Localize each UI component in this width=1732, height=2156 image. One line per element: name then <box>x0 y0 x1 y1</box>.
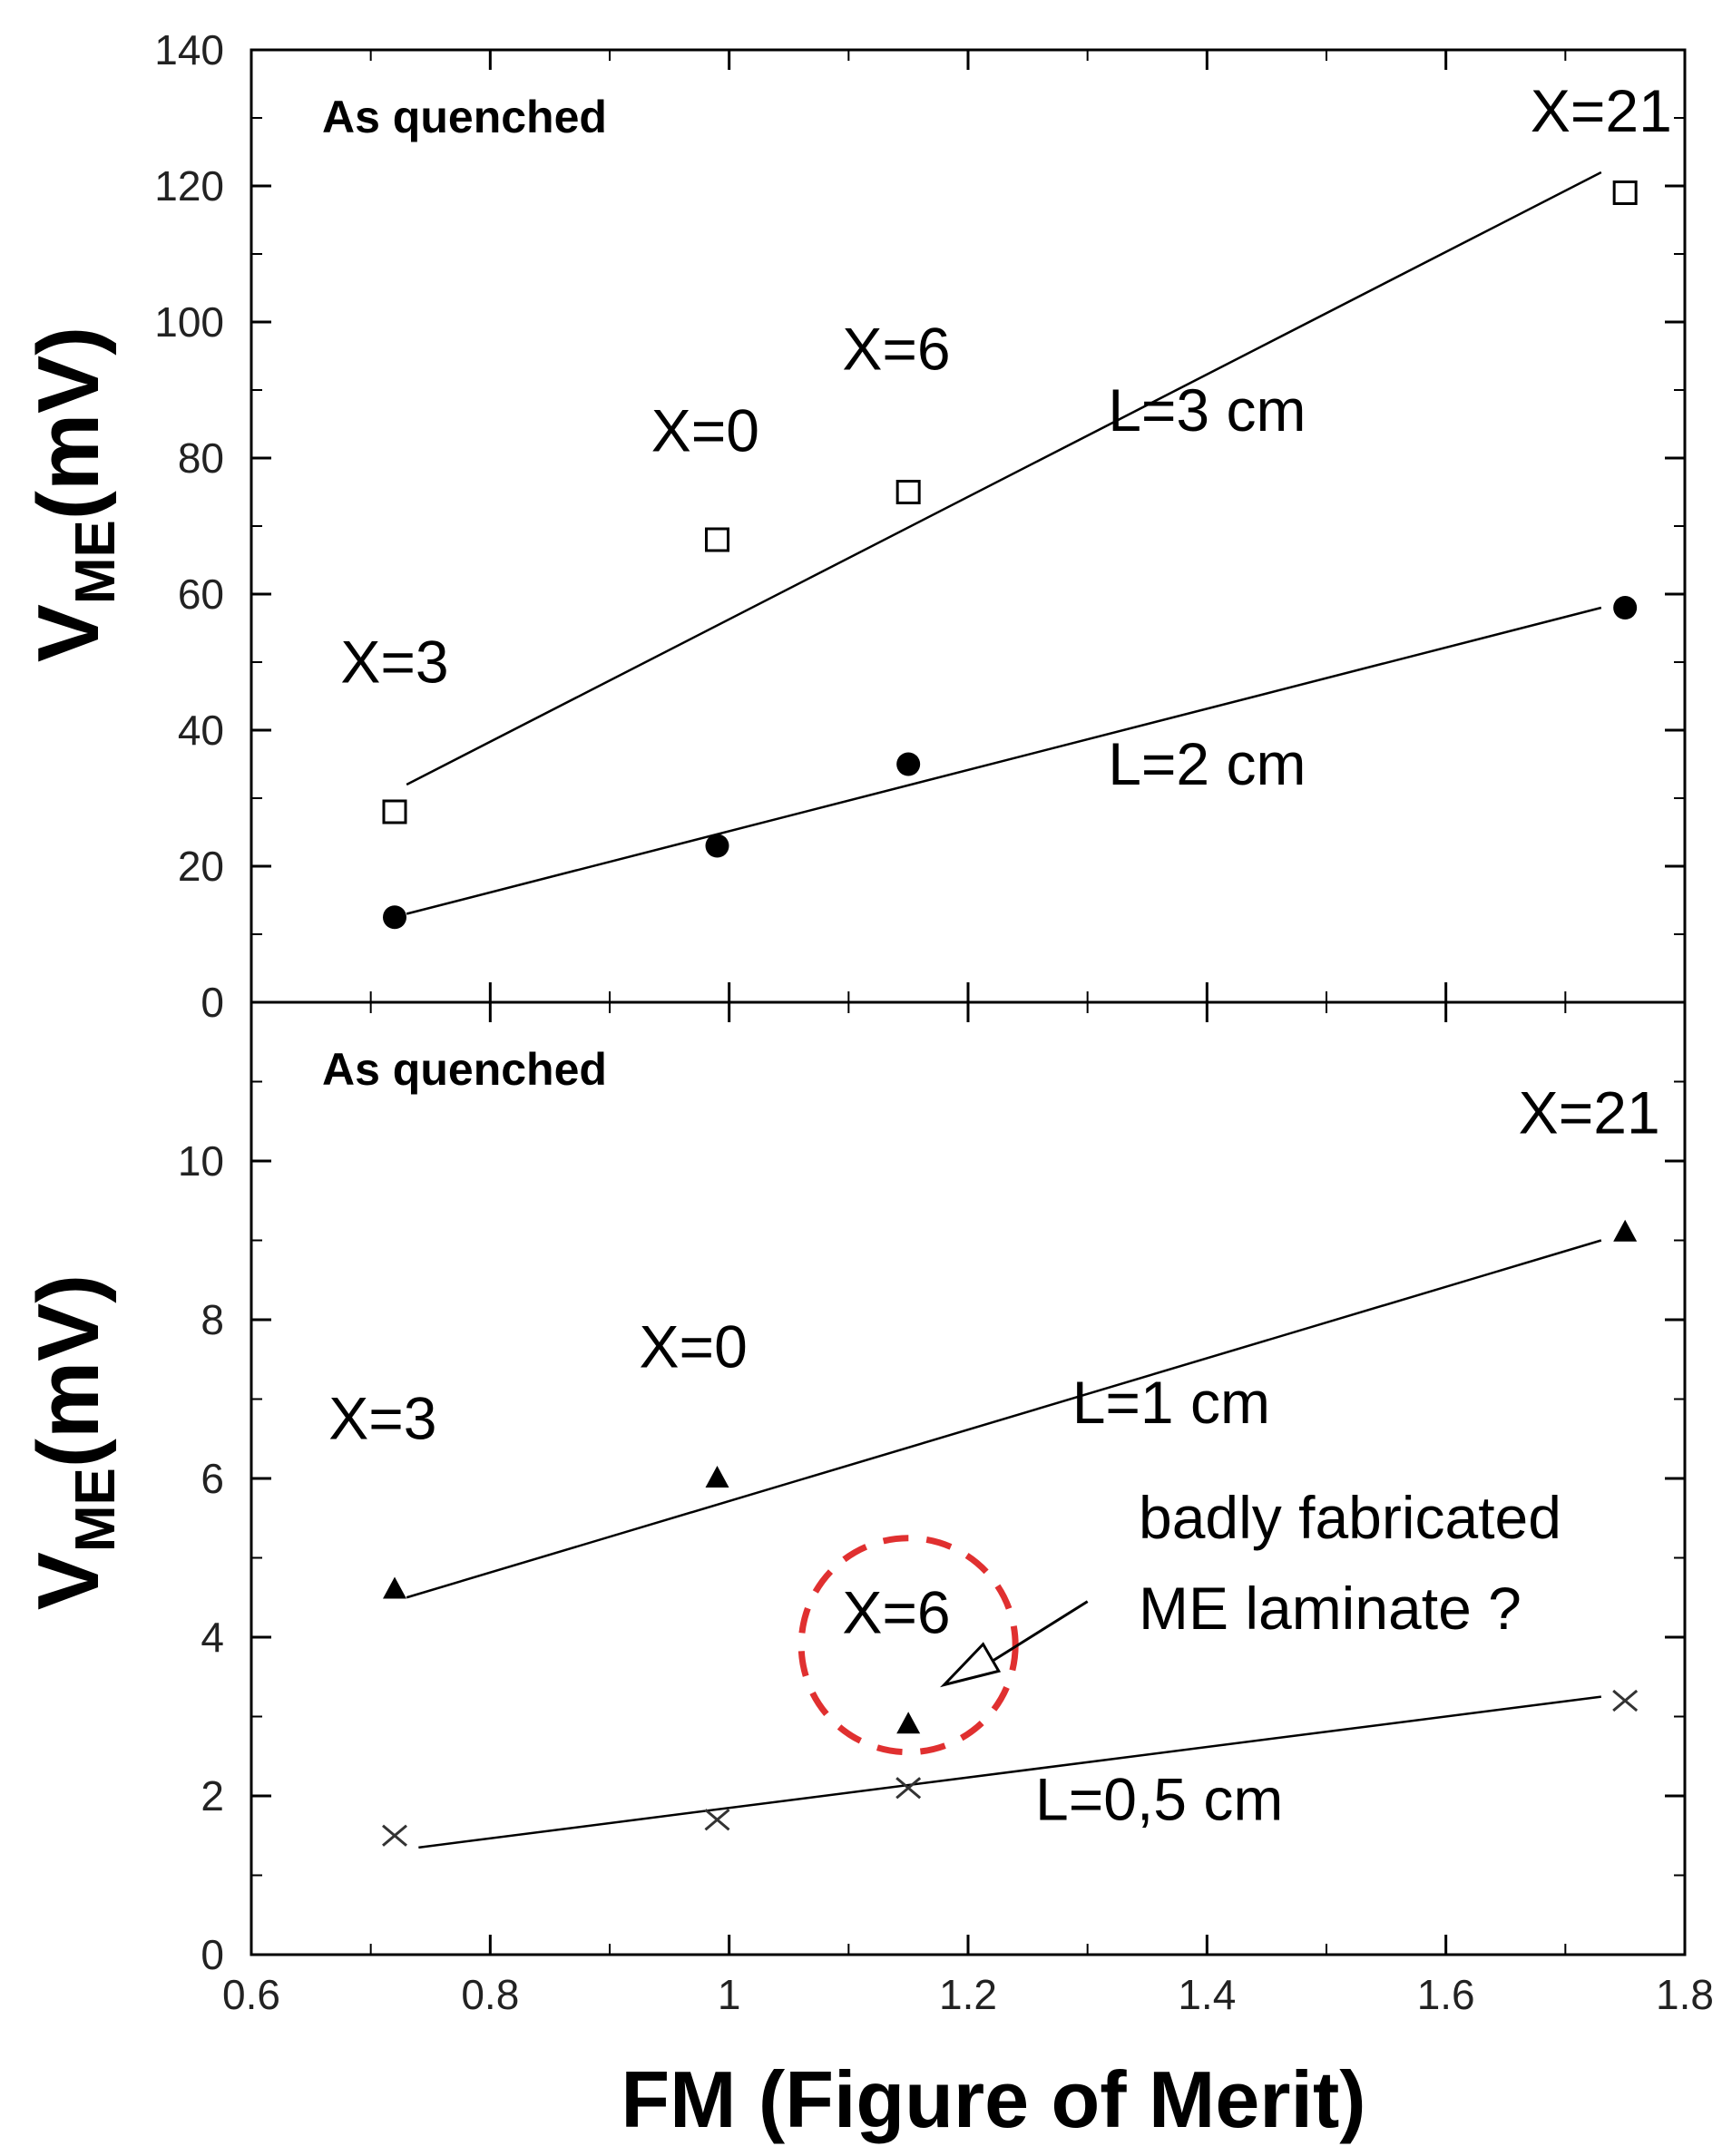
top-plot-frame <box>250 48 1687 1004</box>
x-tick-label: 1.6 <box>1417 1971 1475 2018</box>
bottom-annotation-x0: X=0 <box>640 1313 748 1380</box>
top-annotation-l2: L=2 cm <box>1108 730 1306 797</box>
top-y-tick-label: 80 <box>178 434 224 482</box>
callout-arrow-line <box>979 1600 1089 1670</box>
svg-text:VME(mV): VME(mV) <box>20 1274 127 1610</box>
top-series-1-point <box>1613 596 1638 619</box>
x-tick-label: 1.8 <box>1656 1971 1714 2018</box>
bottom-annotation-x21: X=21 <box>1519 1078 1660 1146</box>
callout-line-2: ME laminate ? <box>1139 1575 1522 1642</box>
top-series-1-point <box>896 752 921 776</box>
top-series-0-point <box>895 480 921 504</box>
bottom-series-1-point <box>382 1824 407 1847</box>
top-y-axis-title: VME(mV) <box>20 327 127 662</box>
bottom-y-title-main: V <box>20 1552 117 1610</box>
top-series-1-point <box>383 905 406 930</box>
bottom-series-0-point <box>1613 1219 1638 1242</box>
top-y-tick-label: 100 <box>154 298 224 346</box>
top-y-tick-label: 140 <box>154 26 224 73</box>
bottom-y-tick-label: 6 <box>201 1455 224 1502</box>
x-tick-label: 1.2 <box>939 1971 997 2018</box>
top-y-tick-label: 0 <box>201 979 224 1026</box>
bottom-annotation-l05: L=0,5 cm <box>1035 1765 1283 1832</box>
top-fit-line-1 <box>406 606 1602 915</box>
top-fit-line-0 <box>406 171 1602 786</box>
top-y-tick-label: 20 <box>178 843 224 890</box>
bottom-annotation-l1: L=1 cm <box>1072 1369 1270 1436</box>
bottom-fit-line-0 <box>406 1239 1602 1599</box>
bottom-y-tick-label: 0 <box>201 1931 224 1978</box>
x-tick-label: 0.6 <box>222 1971 280 2018</box>
bottom-series-0-point <box>896 1712 921 1734</box>
x-tick-label: 0.8 <box>461 1971 519 2018</box>
top-annotation-l3: L=3 cm <box>1108 376 1306 444</box>
bottom-y-title-sub: ME <box>64 1468 127 1552</box>
top-y-title-main: V <box>20 604 117 662</box>
bottom-y-tick-label: 4 <box>201 1614 224 1661</box>
top-series-0-point <box>705 527 729 552</box>
bottom-panel-note: As quenched <box>322 1044 607 1095</box>
bottom-series-1-point <box>895 1777 922 1800</box>
top-annotation-x21: X=21 <box>1531 77 1672 144</box>
bottom-annotation-x6: X=6 <box>842 1579 950 1646</box>
top-y-tick-label: 60 <box>178 571 224 618</box>
bottom-series-0-point <box>383 1576 406 1599</box>
bottom-y-axis-title: VME(mV) <box>20 1274 127 1610</box>
bottom-y-tick-label: 8 <box>201 1296 224 1343</box>
bottom-y-tick-label: 10 <box>178 1137 224 1185</box>
top-series-1-point <box>705 834 729 858</box>
top-y-title-unit: (mV) <box>20 327 117 520</box>
x-tick-label: 1.4 <box>1178 1971 1236 2018</box>
top-panel-note: As quenched <box>322 92 607 142</box>
bottom-y-tick-label: 2 <box>201 1772 224 1819</box>
top-annotation-x0: X=0 <box>651 397 759 464</box>
top-y-tick-label: 40 <box>178 707 224 754</box>
bottom-y-title-unit: (mV) <box>20 1274 117 1468</box>
top-y-tick-label: 120 <box>154 162 224 210</box>
callout-line-1: badly fabricated <box>1139 1484 1561 1551</box>
bottom-fit-line-1 <box>418 1695 1601 1849</box>
top-annotation-x6: X=6 <box>842 316 950 383</box>
bottom-series-1-point <box>1612 1689 1639 1712</box>
bottom-plot-frame <box>250 1000 1687 1956</box>
callout-arrow-head <box>939 1642 1002 1688</box>
svg-text:VME(mV): VME(mV) <box>20 327 127 662</box>
top-y-title-sub: ME <box>64 520 127 604</box>
bottom-annotation-x3: X=3 <box>328 1384 436 1451</box>
top-annotation-x3: X=3 <box>340 629 448 696</box>
bottom-series-0-point <box>705 1466 729 1488</box>
top-series-0-point <box>382 799 407 824</box>
bottom-series-1-point <box>704 1809 730 1831</box>
x-axis-title: FM (Figure of Merit) <box>621 2054 1365 2144</box>
x-tick-label: 1 <box>718 1971 741 2018</box>
top-series-0-point <box>1612 180 1638 205</box>
